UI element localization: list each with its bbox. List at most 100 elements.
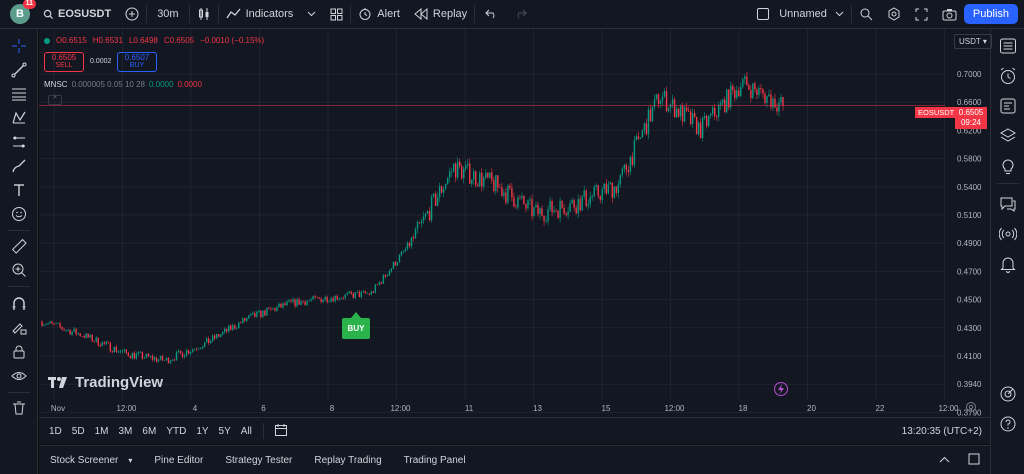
interval-button[interactable]: 30m [157,8,179,20]
sell-price: 0.6505 [51,53,77,62]
candle-body [535,205,537,208]
alerts-panel-button[interactable] [998,66,1018,86]
candle-body [382,274,385,284]
trend-line-tool[interactable] [10,61,28,79]
candle-body [712,107,714,114]
divider [188,5,190,23]
range-button[interactable]: All [240,425,252,437]
zoom-tool[interactable] [10,261,28,279]
streams-button[interactable] [998,224,1018,244]
candle-body [571,199,573,204]
range-button[interactable]: 3M [118,425,133,437]
watchlist-button[interactable] [998,36,1018,56]
candle-body [294,299,296,307]
text-tool[interactable] [10,181,28,199]
undo-button[interactable] [475,0,508,29]
range-button[interactable]: 5Y [218,425,231,437]
alert-button[interactable]: Alert [351,0,407,29]
clock[interactable]: 13:20:35 (UTC+2) [901,425,982,437]
candle-body [412,237,415,239]
sell-button[interactable]: 0.6505 SELL [44,52,84,72]
publish-button[interactable]: Publish [963,4,1018,24]
smiley-icon [12,207,26,221]
layout-select[interactable]: Unnamed [750,0,851,29]
collapse-legend-button[interactable]: ^ [48,95,62,105]
range-button[interactable]: 6M [142,425,157,437]
replay-button[interactable]: Replay [407,0,474,29]
candle-body [115,346,118,352]
hotlists-button[interactable] [998,384,1018,404]
layouts-button[interactable] [323,0,350,29]
help-button[interactable] [998,414,1018,434]
indicators-button[interactable]: Indicators [219,0,301,29]
range-button[interactable]: 1M [94,425,109,437]
candlestick-chart[interactable]: 0.7000 0.6600 0.6200 0.5800 0.5400 0.5100 0.49… [39,29,990,417]
crosshair-tool[interactable] [10,37,28,55]
chart-pane[interactable]: 0.7000 0.6600 0.6200 0.5800 0.5400 0.5100 0.49… [39,29,990,417]
candle-body [155,357,158,362]
panel-tab[interactable]: Strategy Tester [214,455,303,466]
expand-panel-button[interactable] [931,454,958,466]
lock-drawings-tool[interactable] [10,343,28,361]
redo-button[interactable] [508,0,533,29]
prediction-tool[interactable] [10,133,28,151]
chat-button[interactable] [998,194,1018,214]
pattern-tool[interactable] [10,109,28,127]
hide-drawings-tool[interactable] [10,367,28,385]
candle-body [55,323,57,325]
candle-body [81,336,83,337]
candle-body [473,171,475,180]
layers-button[interactable] [998,126,1018,146]
buy-signal-marker[interactable]: BUY [342,318,370,339]
user-avatar[interactable]: B 11 [10,0,36,24]
fib-tool[interactable] [10,85,28,103]
emoji-tool[interactable] [10,205,28,223]
snapshot-button[interactable] [935,0,964,29]
indicators-dropdown[interactable] [300,0,323,29]
range-button[interactable]: 1D [49,425,62,437]
currency-select[interactable]: USDT ▾ [954,34,992,49]
remove-drawings-tool[interactable] [10,399,28,417]
axis-settings-button[interactable] [965,401,977,413]
candle-body [665,91,668,112]
fullscreen-button[interactable] [908,0,935,29]
panel-tab[interactable]: Trading Panel [393,455,477,466]
panel-tab[interactable]: Pine Editor [143,455,214,466]
lightning-event-icon[interactable] [774,382,788,396]
candle-body [563,207,565,214]
data-window-button[interactable] [998,96,1018,116]
candle-body [402,251,405,252]
widget-toolbar [990,29,1024,474]
candle-body [497,175,499,188]
ruler-tool[interactable] [10,237,28,255]
candle-body [222,331,224,335]
panel-tab[interactable]: Stock Screener ▾ [39,455,143,466]
stay-drawing-tool[interactable] [10,319,28,337]
buy-button[interactable]: 0.6507 BUY [117,52,157,72]
range-button[interactable]: YTD [166,425,187,437]
candle-body [659,100,662,104]
legend-close: C0.6505 [163,36,195,45]
candle-body [147,353,150,357]
goto-date-button[interactable] [270,423,292,440]
magnet-tool[interactable] [10,295,28,313]
candle-body [517,197,519,208]
ideas-button[interactable] [998,156,1018,176]
compare-symbol-button[interactable] [118,0,146,29]
panel-tab[interactable]: Replay Trading [303,455,392,466]
brush-tool[interactable] [10,157,28,175]
settings-button[interactable] [880,0,908,29]
candle-body [766,96,768,103]
range-button[interactable]: 1Y [196,425,209,437]
candle-body [314,296,316,298]
symbol-search[interactable]: EOSUSDT [36,0,118,29]
candle-body [752,83,754,99]
range-button[interactable]: 5D [71,425,85,437]
chart-type-button[interactable] [190,0,218,29]
maximize-panel-button[interactable] [958,453,990,468]
quick-search-button[interactable] [852,0,880,29]
indicator-legend[interactable]: MNSC 0.000005 0.05 10 28 0.0000 0.0000 [44,80,202,89]
range-buttons: 1D 5D 1M 3M 6M YTD 1Y 5Y All [44,426,257,437]
candle-body [384,274,387,277]
notifications-button[interactable] [998,254,1018,274]
